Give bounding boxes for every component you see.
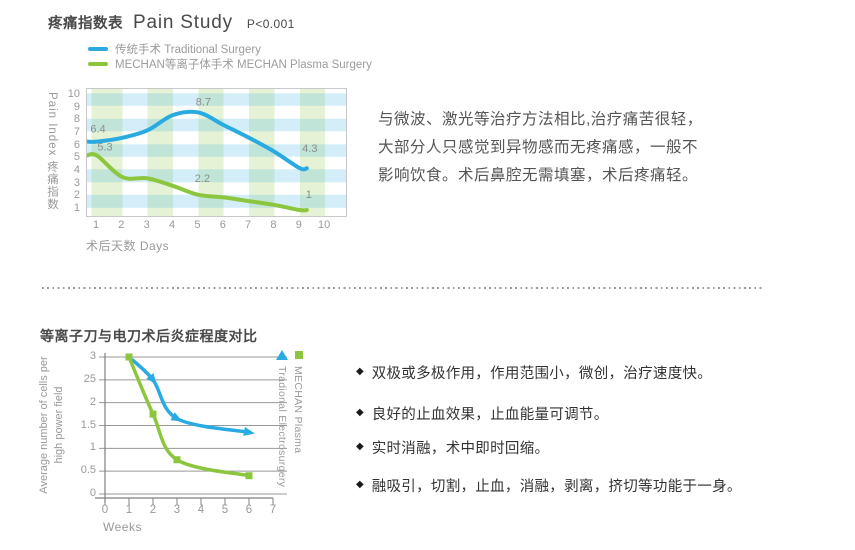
x-tick-label: 9 [295,219,302,231]
triangle-data-marker [170,412,183,422]
square-data-marker [245,472,253,480]
y-tick-label: 8 [73,113,80,126]
y-tick-label: 25 [83,372,96,385]
legend-swatch [88,46,108,52]
x-tick-label: 5 [194,219,201,231]
diamond-bullet-icon: ◆ [356,440,364,452]
y-tick-label: 4 [73,164,80,177]
y-tick-label: 0.5 [80,464,96,477]
x-tick-label: 3 [143,219,150,231]
y-tick-label: 2 [73,189,80,202]
x-tick-label: 7 [269,504,277,516]
pain-chart-x-ticks: 1 2 3 4 5 6 7 8 9 10 [86,219,356,233]
bullet-text: 融吸引，切割，止血，消融，剥离，挤切等功能于一身。 [371,479,742,495]
x-tick-label: 4 [168,219,176,231]
y-tick-label: 1 [89,441,96,454]
pain-study-p-value: P<0.001 [246,17,295,31]
y-tick-label: 3 [89,350,96,362]
bullet-item: ◆ 实时消融，术中即时回缩。 [356,437,549,458]
section-divider-dotted-line [42,287,764,289]
pain-chart-plot: 6.4 8.7 4.3 5.3 2.2 1 [85,88,347,217]
bullet-item: ◆ 良好的止血效果，止血能量可调节。 [356,403,609,424]
pain-study-title-en: Pain Study [133,12,233,33]
y-tick-label: 6 [73,138,80,151]
pain-chart-x-axis-label: 术后天数 Days [86,239,170,253]
bullet-text: 良好的止血效果，止血能量可调节。 [371,407,609,423]
bullet-text: 双极或多极作用，作用范围小，微创，治疗速度快。 [371,366,713,382]
data-point-label: 4.3 [302,143,317,155]
x-tick-label: 0 [101,504,109,516]
data-point-label: 2.2 [195,173,210,185]
y-tick-label: 1 [73,202,80,215]
x-tick-label: 10 [318,219,331,231]
inflammation-chart-legend [276,350,303,360]
triangle-data-marker [243,426,255,436]
triangle-marker-icon [276,350,288,360]
triangle-data-marker [146,373,157,385]
bullet-text: 实时消融，术中即时回缩。 [371,441,550,457]
y-tick-label: 9 [73,100,80,113]
square-data-marker [125,353,133,361]
x-tick-label: 3 [173,504,181,516]
pain-description: 与微波、激光等治疗方法相比,治疗痛苦很轻， 大部分人只感觉到异物感而无疼痛感，一般… [378,106,703,190]
pain-chart-legend: 传统手术 Traditional Surgery MECHAN等离子体手术 MEC… [88,42,372,72]
square-marker-icon [295,351,303,359]
square-data-marker [149,410,157,418]
x-tick-label: 2 [149,504,157,516]
pain-study-title: 疼痛指数表 Pain Study P<0.001 [48,12,295,34]
description-line: 影响饮食。术后鼻腔无需填塞，术后疼痛轻。 [378,167,699,184]
legend-swatch [88,61,108,67]
square-data-marker [173,456,181,464]
x-tick-label: 1 [92,219,100,231]
y-tick-label: 7 [73,126,80,138]
diamond-bullet-icon: ◆ [356,478,364,490]
inflammation-chart-y-axis-label: Average number of cells per high power f… [37,350,67,500]
data-point-label: 6.4 [90,124,105,136]
description-line: 大部分人只感觉到异物感而无疼痛感，一般不 [378,139,699,156]
y-tick-label: 0 [89,487,96,499]
series-line [127,355,251,478]
x-tick-label: 5 [221,504,229,516]
x-tick-label: 4 [197,504,205,516]
description-line: 与微波、激光等治疗方法相比,治疗痛苦很轻， [378,111,703,128]
diamond-bullet-icon: ◆ [356,365,364,377]
inflammation-chart-legend-labels: MECHAN Plasma Tradional Electrosurgery [274,366,306,526]
diamond-bullet-icon: ◆ [356,406,364,418]
legend-item-label: 传统手术 Traditional Surgery [115,44,261,56]
legend-label-tradional-electrosurgery: Tradional Electrosurgery [276,366,288,488]
x-tick-label: 8 [270,219,277,231]
x-tick-label: 1 [125,504,133,516]
inflammation-chart-x-axis-label: Weeks [103,520,142,534]
legend-item: MECHAN等离子体手术 MECHAN Plasma Surgery [88,57,372,71]
bullet-item: ◆ 双极或多极作用，作用范围小，微创，治疗速度快。 [356,362,712,383]
x-tick-label: 2 [118,219,125,231]
x-tick-label: 7 [245,219,252,231]
bullet-item: ◆ 融吸引，切割，止血，消融，剥离，挤切等功能于一身。 [356,475,742,496]
data-point-label: 8.7 [196,96,211,108]
y-tick-label: 3 [73,176,80,189]
y-tick-label: 2 [89,395,96,408]
y-tick-label: 10 [67,88,80,100]
pain-chart-y-ticks: 10 9 8 7 6 5 4 3 2 1 [56,88,80,215]
x-tick-label: 6 [219,219,226,231]
series-line [85,109,309,172]
series-line [127,355,251,435]
inflammation-chart-plot [95,352,291,508]
pain-chart-y-axis-label: Pain Index 疼痛指数 [46,92,58,211]
data-point-label: 5.3 [97,142,112,154]
x-tick-label: 6 [245,504,253,516]
legend-item-label: MECHAN等离子体手术 MECHAN Plasma Surgery [115,59,372,71]
y-tick-label: 5 [73,151,80,164]
pain-study-title-cn: 疼痛指数表 [48,16,123,32]
y-tick-label: 1.5 [80,418,96,431]
data-point-label: 1 [306,189,312,201]
y-axis-label-line2: high power field [53,386,65,464]
comparison-title: 等离子刀与电刀术后炎症程度对比 [40,328,258,344]
series-line [85,151,309,213]
legend-label-mechan-plasma: MECHAN Plasma [292,366,304,454]
legend-item: 传统手术 Traditional Surgery [88,42,372,56]
y-axis-label-line1: Average number of cells per [38,356,50,494]
